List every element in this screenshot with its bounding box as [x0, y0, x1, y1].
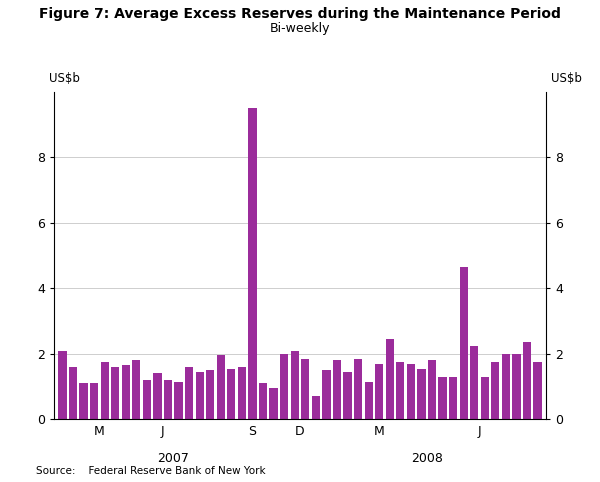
Bar	[396, 362, 404, 419]
Bar	[143, 380, 151, 419]
Bar	[69, 367, 77, 419]
Bar	[375, 363, 383, 419]
Bar	[322, 370, 331, 419]
Text: US$b: US$b	[49, 72, 80, 85]
Text: Source:    Federal Reserve Bank of New York: Source: Federal Reserve Bank of New York	[36, 466, 266, 476]
Bar	[470, 346, 478, 419]
Bar	[217, 355, 225, 419]
Bar	[439, 377, 446, 419]
Text: 2008: 2008	[411, 452, 443, 465]
Bar	[365, 382, 373, 419]
Bar	[481, 377, 489, 419]
Bar	[333, 361, 341, 419]
Bar	[79, 383, 88, 419]
Bar	[122, 365, 130, 419]
Bar	[428, 361, 436, 419]
Bar	[290, 350, 299, 419]
Bar	[259, 383, 267, 419]
Bar	[175, 382, 183, 419]
Text: 2007: 2007	[157, 452, 189, 465]
Bar	[248, 108, 257, 419]
Bar	[312, 396, 320, 419]
Bar	[449, 377, 457, 419]
Bar	[132, 361, 140, 419]
Bar	[90, 383, 98, 419]
Bar	[164, 380, 172, 419]
Bar	[227, 369, 235, 419]
Bar	[407, 363, 415, 419]
Bar	[523, 342, 531, 419]
Bar	[343, 372, 352, 419]
Bar	[58, 350, 67, 419]
Bar	[533, 362, 542, 419]
Bar	[512, 354, 521, 419]
Text: Figure 7: Average Excess Reserves during the Maintenance Period: Figure 7: Average Excess Reserves during…	[39, 7, 561, 21]
Bar	[354, 359, 362, 419]
Bar	[101, 362, 109, 419]
Bar	[280, 354, 288, 419]
Bar	[206, 370, 214, 419]
Bar	[111, 367, 119, 419]
Bar	[185, 367, 193, 419]
Bar	[491, 362, 499, 419]
Bar	[196, 372, 204, 419]
Bar	[238, 367, 246, 419]
Bar	[269, 388, 278, 419]
Bar	[502, 354, 510, 419]
Bar	[460, 267, 468, 419]
Bar	[154, 374, 161, 419]
Bar	[301, 359, 310, 419]
Bar	[417, 369, 425, 419]
Bar	[386, 339, 394, 419]
Text: US$b: US$b	[551, 72, 582, 85]
Text: Bi-weekly: Bi-weekly	[270, 22, 330, 35]
